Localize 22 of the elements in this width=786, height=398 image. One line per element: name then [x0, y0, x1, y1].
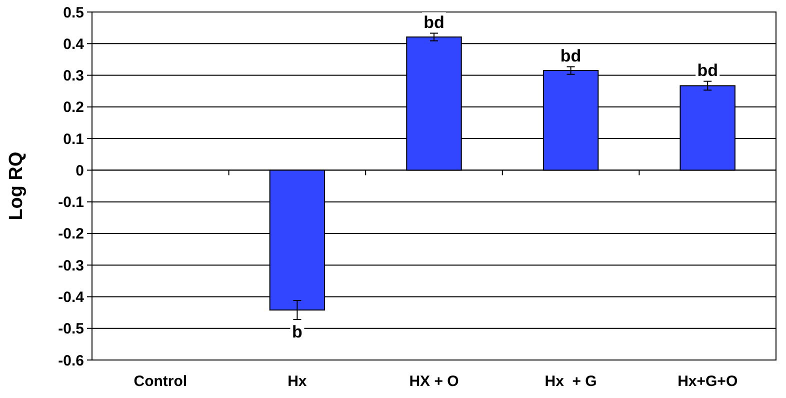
- annotation: bd: [560, 46, 582, 66]
- annotation: b: [292, 322, 302, 342]
- x-tick-label: HX + O: [409, 373, 460, 390]
- x-tick-label: Control: [134, 373, 188, 390]
- y-tick-label: -0.5: [58, 320, 84, 338]
- y-tick-label: -0.3: [58, 257, 84, 274]
- x-tick-label: Hx: [288, 373, 308, 390]
- y-tick-label: -0.6: [58, 352, 84, 370]
- y-tick-label: 0.4: [63, 36, 85, 53]
- y-axis-title: Log RQ: [6, 152, 27, 220]
- y-tick-label: -0.2: [58, 226, 84, 243]
- x-tick-label: Hx + G: [544, 373, 597, 390]
- y-tick-label: 0: [76, 162, 84, 180]
- y-tick-label: -0.4: [58, 288, 85, 306]
- y-tick-label: 0.2: [63, 99, 84, 116]
- x-tick-label: Hx+G+O: [678, 373, 738, 390]
- y-tick-label: 0.1: [63, 130, 84, 148]
- y-tick-label: 0.3: [63, 68, 84, 85]
- annotation: bd: [424, 13, 444, 32]
- y-tick-label: -0.1: [58, 194, 84, 212]
- y-tick-label: 0.5: [63, 4, 84, 22]
- annotation: bd: [697, 61, 718, 80]
